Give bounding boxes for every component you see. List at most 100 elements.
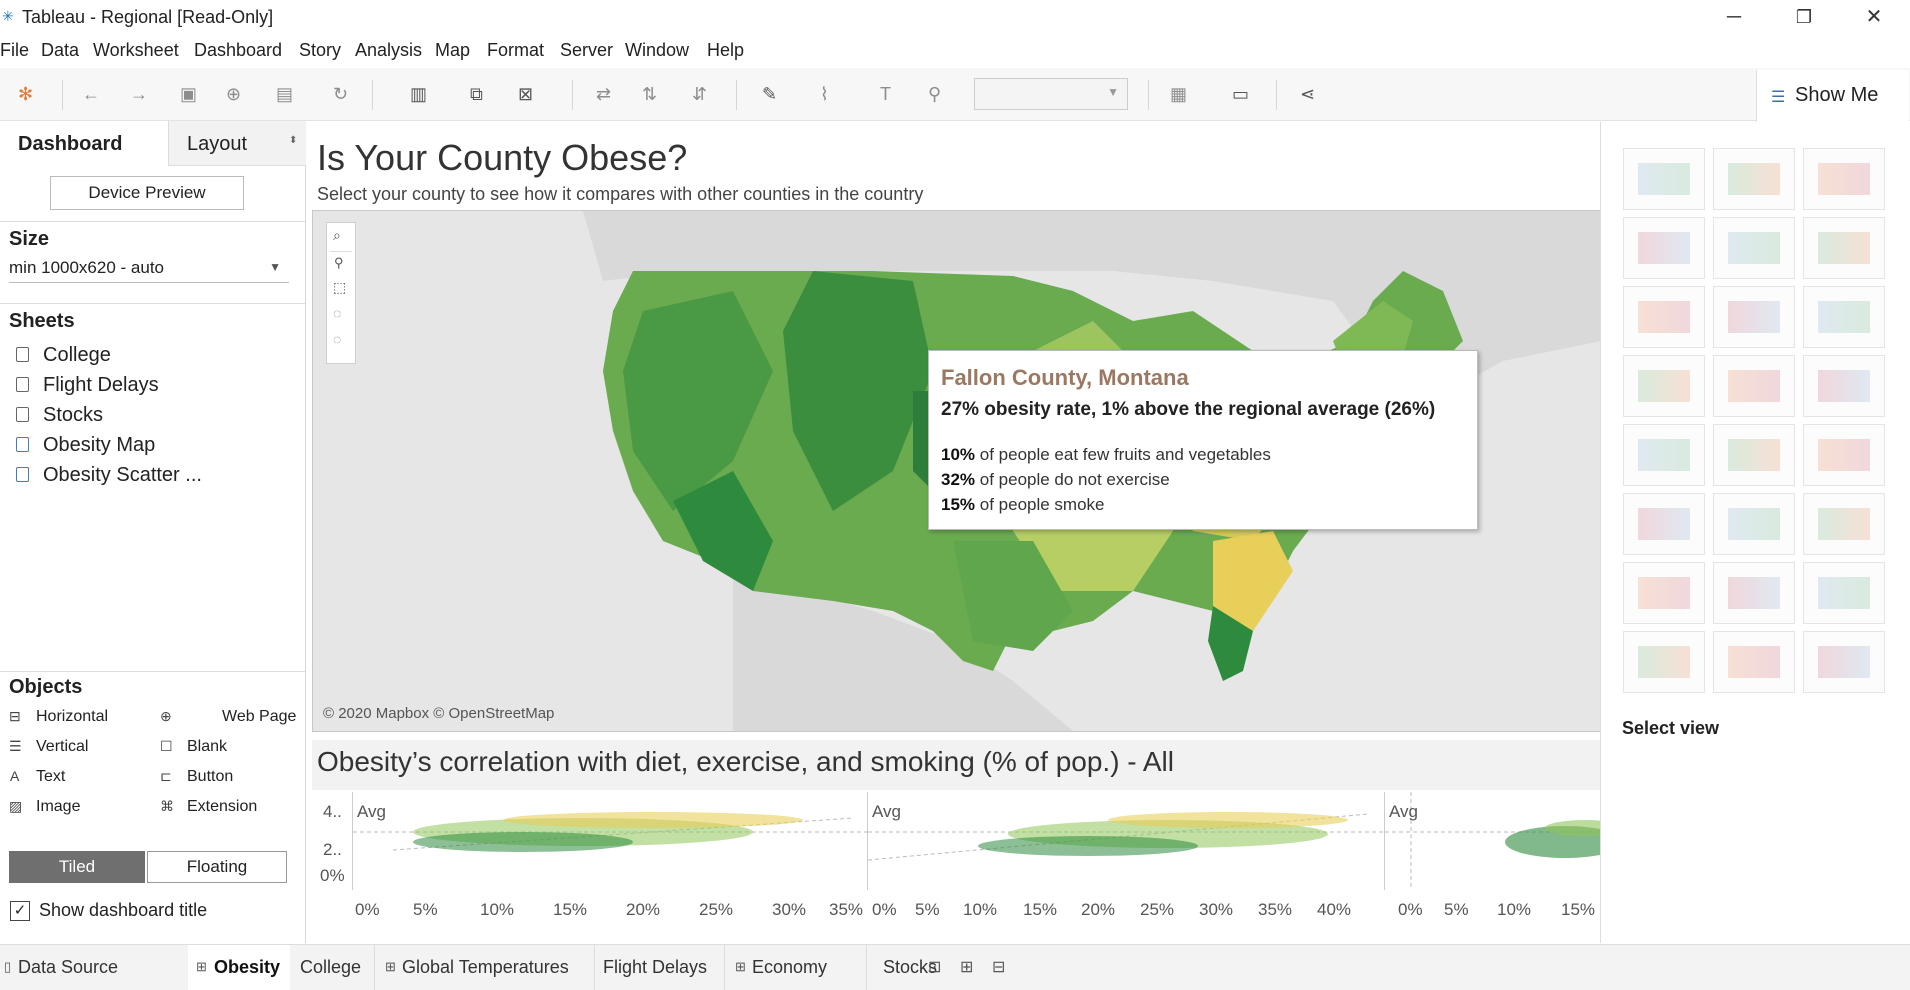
horizontal-bars-icon xyxy=(1638,301,1690,333)
swap-icon[interactable]: ⇄ xyxy=(596,84,612,104)
show-me-area-continuous[interactable] xyxy=(1623,493,1705,555)
pin-icon[interactable]: ⚲ xyxy=(928,84,942,104)
tab-data-source[interactable]: ▯ Data Source xyxy=(0,945,180,990)
show-me-bullet-graph[interactable] xyxy=(1713,631,1795,693)
group-icon[interactable]: ⌇ xyxy=(820,84,829,104)
share-icon[interactable]: ⋖ xyxy=(1300,84,1316,104)
object-button[interactable]: ⊏ Button xyxy=(160,766,300,790)
tab-stocks[interactable]: Stocks xyxy=(866,945,939,990)
show-me-dual-lines[interactable] xyxy=(1803,424,1885,486)
show-me-box-whisker[interactable] xyxy=(1803,562,1885,624)
tab-college[interactable]: College xyxy=(292,945,372,990)
fit-dropdown[interactable]: ▼ xyxy=(974,78,1128,110)
sort-asc-icon[interactable]: ⇅ xyxy=(642,84,658,104)
tab-economy[interactable]: ⊞ Economy xyxy=(724,945,865,990)
menu-window[interactable]: Window xyxy=(625,40,690,60)
sort-desc-icon[interactable]: ⇵ xyxy=(692,84,708,104)
show-me-continuous-lines[interactable] xyxy=(1623,424,1705,486)
show-me-discrete-lines[interactable] xyxy=(1713,424,1795,486)
floating-toggle[interactable]: Floating xyxy=(147,851,287,883)
show-me-histogram[interactable] xyxy=(1713,562,1795,624)
tab-dashboard[interactable]: Dashboard xyxy=(0,121,168,165)
rectangle-select-icon[interactable]: ⬚ xyxy=(333,279,347,295)
tab-flight-delays[interactable]: Flight Delays xyxy=(594,945,723,990)
sheet-item-college[interactable]: College xyxy=(14,341,294,367)
sheet-item-obesity-scatter[interactable]: Obesity Scatter ... xyxy=(14,461,294,487)
show-me-dual-combination[interactable] xyxy=(1803,493,1885,555)
show-me-area-discrete[interactable] xyxy=(1713,493,1795,555)
tab-layout[interactable]: Layout ⬍ xyxy=(168,121,306,166)
device-preview-button[interactable]: Device Preview xyxy=(50,176,244,210)
object-web-page[interactable]: ⊕ Web Page xyxy=(160,706,300,730)
undo-icon[interactable]: ← xyxy=(82,84,100,104)
show-me-treemap[interactable] xyxy=(1623,355,1705,417)
highlight-icon[interactable]: ✎ xyxy=(762,84,778,104)
refresh-icon[interactable]: ↻ xyxy=(333,84,349,104)
show-me-side-by-side-circles[interactable] xyxy=(1803,355,1885,417)
tab-obesity[interactable]: ⊞ Obesity xyxy=(188,945,290,990)
menu-map[interactable]: Map xyxy=(435,40,471,60)
show-me-circle-views[interactable] xyxy=(1713,355,1795,417)
show-cards-icon[interactable]: ▦ xyxy=(1170,84,1188,104)
sheet-item-flight-delays[interactable]: Flight Delays xyxy=(14,371,294,397)
menu-file[interactable]: File xyxy=(0,40,30,60)
lasso-select-icon[interactable]: ◌ xyxy=(333,331,342,347)
show-me-side-by-side-bars[interactable] xyxy=(1803,286,1885,348)
obesity-scatter[interactable]: 4.. 2.. 0% Avg Avg Avg xyxy=(312,792,1600,938)
duplicate-icon[interactable]: ⧉ xyxy=(470,84,483,104)
save-icon[interactable]: ▣ xyxy=(180,84,198,104)
minimize-button[interactable]: ─ xyxy=(1726,6,1742,28)
new-worksheet-icon[interactable]: ▥ xyxy=(410,84,428,104)
show-me-highlight-table[interactable] xyxy=(1803,148,1885,210)
show-me-heat-map[interactable] xyxy=(1713,148,1795,210)
sheet-item-obesity-map[interactable]: Obesity Map xyxy=(14,431,294,457)
object-label: Web Page xyxy=(222,708,297,725)
tab-global-temperatures[interactable]: ⊞ Global Temperatures xyxy=(374,945,593,990)
object-image[interactable]: ▨ Image xyxy=(9,796,149,820)
menu-server[interactable]: Server xyxy=(560,40,614,60)
tableau-logo-icon[interactable]: ✻ xyxy=(18,84,34,104)
menu-data[interactable]: Data xyxy=(41,40,80,60)
show-me-scatter-plot[interactable] xyxy=(1623,562,1705,624)
sheet-label: Obesity Map xyxy=(43,434,156,456)
show-me-horizontal-bars[interactable] xyxy=(1623,286,1705,348)
new-datasource-icon[interactable]: ⊕ xyxy=(226,84,242,104)
show-me-gantt[interactable] xyxy=(1623,631,1705,693)
object-horizontal[interactable]: ⊟ Horizontal xyxy=(9,706,149,730)
object-blank[interactable]: ☐ Blank xyxy=(160,736,300,760)
new-dashboard-icon[interactable]: ⊞ xyxy=(960,959,974,976)
show-me-button[interactable]: ☰ Show Me xyxy=(1756,70,1909,122)
show-title-checkbox[interactable]: ✓ xyxy=(10,901,30,921)
show-me-symbol-map[interactable] xyxy=(1623,217,1705,279)
search-icon[interactable]: ⌕ xyxy=(333,227,341,243)
clear-icon[interactable]: ⊠ xyxy=(518,84,534,104)
object-text[interactable]: A Text xyxy=(9,766,149,790)
pin-icon[interactable]: ⚲ xyxy=(334,255,344,270)
restore-button[interactable]: ❐ xyxy=(1795,7,1813,27)
presentation-icon[interactable]: ▭ xyxy=(1232,84,1250,104)
show-me-text-table[interactable] xyxy=(1623,148,1705,210)
close-button[interactable]: ✕ xyxy=(1865,6,1883,28)
show-me-filled-map[interactable] xyxy=(1713,217,1795,279)
tiled-toggle[interactable]: Tiled xyxy=(9,851,145,883)
menu-dashboard[interactable]: Dashboard xyxy=(194,40,283,60)
radial-select-icon[interactable]: ◌ xyxy=(333,305,342,321)
menu-story[interactable]: Story xyxy=(299,40,342,60)
menu-worksheet[interactable]: Worksheet xyxy=(93,40,179,60)
new-worksheet-icon[interactable]: ⊡ xyxy=(928,959,942,976)
menu-analysis[interactable]: Analysis xyxy=(355,40,423,60)
size-dropdown[interactable]: min 1000x620 - auto ▼ xyxy=(9,256,289,283)
menu-format[interactable]: Format xyxy=(487,40,545,60)
pause-update-icon[interactable]: ▤ xyxy=(276,84,294,104)
object-vertical[interactable]: ☰ Vertical xyxy=(9,736,149,760)
show-me-packed-bubbles[interactable] xyxy=(1803,631,1885,693)
sheet-item-stocks[interactable]: Stocks xyxy=(14,401,294,427)
new-story-icon[interactable]: ⊟ xyxy=(992,959,1006,976)
vertical-container-icon: ☰ xyxy=(9,738,22,754)
object-extension[interactable]: ⌘ Extension xyxy=(160,796,300,820)
redo-icon[interactable]: → xyxy=(130,84,148,104)
menu-help[interactable]: Help xyxy=(707,40,745,60)
show-me-pie-chart[interactable] xyxy=(1803,217,1885,279)
label-icon[interactable]: T xyxy=(880,84,891,104)
show-me-stacked-bars[interactable] xyxy=(1713,286,1795,348)
